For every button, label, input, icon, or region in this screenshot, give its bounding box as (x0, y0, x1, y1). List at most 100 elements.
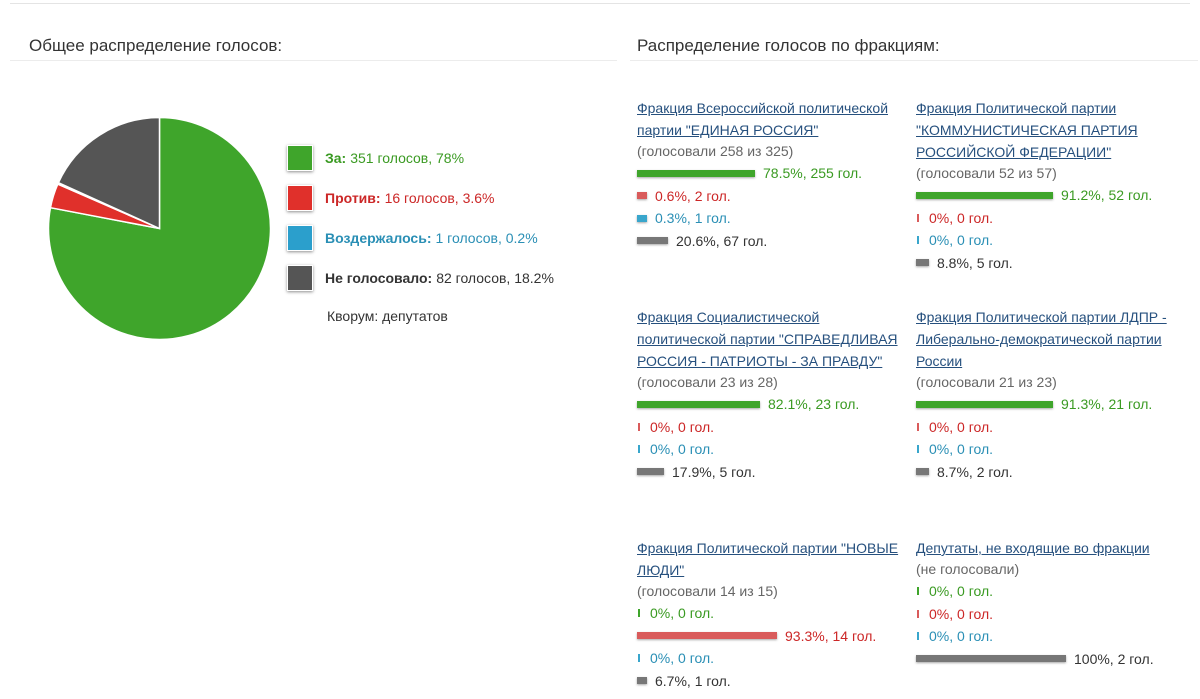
faction-stat-not-voted: 6.7%, 1 гол. (637, 670, 902, 693)
faction-card: Фракция Социалистической политической па… (637, 306, 902, 483)
faction-stat-text: 82.1%, 23 гол. (768, 396, 860, 413)
faction-stat-text: 0%, 0 гол. (650, 650, 715, 667)
faction-bar-for (916, 400, 1053, 408)
faction-stat-abstained: 0%, 0 гол. (916, 625, 1181, 648)
faction-stat-abstained: 0%, 0 гол. (637, 647, 902, 670)
legend-label-against: Против: (325, 190, 381, 206)
faction-stat-text: 0%, 0 гол. (650, 605, 715, 622)
faction-bar-not-voted (916, 655, 1066, 663)
faction-stat-for: 82.1%, 23 гол. (637, 393, 902, 416)
faction-stats: 91.2%, 52 гол. 0%, 0 гол. 0%, 0 гол. 8.8%, … (916, 184, 1181, 274)
faction-stat-text: 0%, 0 гол. (929, 583, 994, 600)
faction-tick-against (917, 609, 919, 618)
faction-stat-text: 91.3%, 21 гол. (1061, 396, 1153, 413)
faction-stat-text: 0.3%, 1 гол. (655, 210, 731, 227)
legend-item-not-voted: Не голосовало: 82 голосов, 18.2% (287, 258, 607, 298)
legend-swatch-abstained (287, 225, 313, 251)
faction-stat-text: 100%, 2 гол. (1074, 650, 1154, 667)
legend-label-not-voted: Не голосовало: (325, 270, 433, 286)
overall-legend: За: 351 голосов, 78% Против: 16 голосов,… (287, 138, 607, 324)
faction-voted-count: (не голосовали) (916, 561, 1020, 577)
faction-link[interactable]: Фракция Всероссийской политической парти… (637, 100, 889, 138)
faction-link[interactable]: Фракция Политической партии ЛДПР - Либер… (916, 309, 1167, 369)
faction-tick-against (638, 422, 640, 431)
faction-stat-not-voted: 8.7%, 2 гол. (916, 461, 1181, 484)
faction-card: Фракция Политической партии "КОММУНИСТИЧ… (916, 97, 1181, 274)
faction-stat-for: 91.3%, 21 гол. (916, 393, 1181, 416)
faction-stat-not-voted: 20.6%, 67 гол. (637, 230, 902, 253)
faction-tick-abstained (638, 654, 640, 663)
faction-stat-text: 0%, 0 гол. (929, 418, 994, 435)
faction-bar-for (637, 169, 755, 177)
faction-stat-text: 20.6%, 67 гол. (676, 232, 768, 249)
factions-title-divider (630, 60, 1198, 61)
legend-label-for: За: (325, 150, 347, 166)
faction-card: Фракция Всероссийской политической парти… (637, 97, 902, 252)
faction-tick-abstained (917, 445, 919, 454)
faction-bar-not-voted (637, 468, 664, 476)
top-divider (10, 3, 1190, 4)
faction-bar-not-voted (916, 468, 929, 476)
legend-item-for: За: 351 голосов, 78% (287, 138, 607, 178)
legend-label-abstained: Воздержалось: (325, 230, 432, 246)
faction-stat-text: 0.6%, 2 гол. (655, 187, 731, 204)
faction-tick-for (917, 587, 919, 596)
faction-link[interactable]: Фракция Социалистической политической па… (637, 309, 898, 369)
faction-stat-text: 93.3%, 14 гол. (785, 627, 877, 644)
faction-stat-for: 0%, 0 гол. (916, 580, 1181, 603)
faction-voted-count: (голосовали 14 из 15) (637, 583, 778, 599)
faction-card: Депутаты, не входящие во фракции (не гол… (916, 537, 1181, 670)
faction-stat-against: 0%, 0 гол. (916, 416, 1181, 439)
overall-title-divider (10, 60, 617, 61)
faction-stat-not-voted: 100%, 2 гол. (916, 648, 1181, 671)
faction-stat-text: 0%, 0 гол. (929, 232, 994, 249)
faction-stat-text: 0%, 0 гол. (929, 441, 994, 458)
faction-bar-not-voted (637, 237, 668, 245)
faction-tick-abstained (917, 632, 919, 641)
faction-stat-text: 0%, 0 гол. (929, 628, 994, 645)
quorum-text: Кворум: депутатов (327, 308, 448, 324)
faction-tick-against (917, 422, 919, 431)
faction-bar-not-voted (637, 677, 647, 685)
legend-swatch-for (287, 145, 313, 171)
faction-link[interactable]: Депутаты, не входящие во фракции (916, 540, 1150, 556)
faction-stat-text: 6.7%, 1 гол. (655, 672, 731, 689)
overall-pie-chart (47, 116, 272, 341)
faction-card: Фракция Политической партии ЛДПР - Либер… (916, 306, 1181, 483)
pie-slice-not-voted (57, 116, 161, 230)
faction-stat-for: 78.5%, 255 гол. (637, 162, 902, 185)
faction-link[interactable]: Фракция Политической партии "НОВЫЕ ЛЮДИ" (637, 540, 899, 578)
faction-stat-abstained: 0%, 0 гол. (637, 438, 902, 461)
faction-link[interactable]: Фракция Политической партии "КОММУНИСТИЧ… (916, 100, 1138, 160)
faction-stat-against: 93.3%, 14 гол. (637, 625, 902, 648)
faction-tick-abstained (638, 445, 640, 454)
legend-swatch-not-voted (287, 265, 313, 291)
faction-stat-for: 0%, 0 гол. (637, 602, 902, 625)
faction-stats: 0%, 0 гол. 93.3%, 14 гол. 0%, 0 гол. 6.7%, … (637, 602, 902, 692)
faction-bar-against (637, 632, 777, 640)
faction-voted-count: (голосовали 52 из 57) (916, 165, 1057, 181)
faction-stat-text: 0%, 0 гол. (650, 441, 715, 458)
faction-voted-count: (голосовали 23 из 28) (637, 374, 778, 390)
faction-stats: 91.3%, 21 гол. 0%, 0 гол. 0%, 0 гол. 8.7%, … (916, 393, 1181, 483)
faction-stat-for: 91.2%, 52 гол. (916, 184, 1181, 207)
faction-bar-for (916, 191, 1053, 199)
faction-voted-count: (голосовали 258 из 325) (637, 143, 794, 159)
faction-bar-against (637, 192, 647, 200)
faction-stat-not-voted: 8.8%, 5 гол. (916, 252, 1181, 275)
factions-title: Распределение голосов по фракциям: (637, 36, 940, 55)
faction-stat-against: 0%, 0 гол. (637, 416, 902, 439)
faction-stat-abstained: 0%, 0 гол. (916, 438, 1181, 461)
faction-card: Фракция Политической партии "НОВЫЕ ЛЮДИ"… (637, 537, 902, 692)
legend-value-not-voted: 82 голосов, 18.2% (436, 270, 554, 286)
faction-stat-text: 0%, 0 гол. (929, 209, 994, 226)
faction-stat-not-voted: 17.9%, 5 гол. (637, 461, 902, 484)
faction-stat-against: 0%, 0 гол. (916, 207, 1181, 230)
faction-stat-text: 8.8%, 5 гол. (937, 254, 1013, 271)
faction-stat-text: 91.2%, 52 гол. (1061, 187, 1153, 204)
legend-value-abstained: 1 голосов, 0.2% (435, 230, 538, 246)
legend-swatch-against (287, 185, 313, 211)
faction-stat-against: 0.6%, 2 гол. (637, 185, 902, 208)
faction-stat-text: 17.9%, 5 гол. (672, 463, 756, 480)
faction-stats: 0%, 0 гол. 0%, 0 гол. 0%, 0 гол. 100%, 2 го… (916, 580, 1181, 670)
